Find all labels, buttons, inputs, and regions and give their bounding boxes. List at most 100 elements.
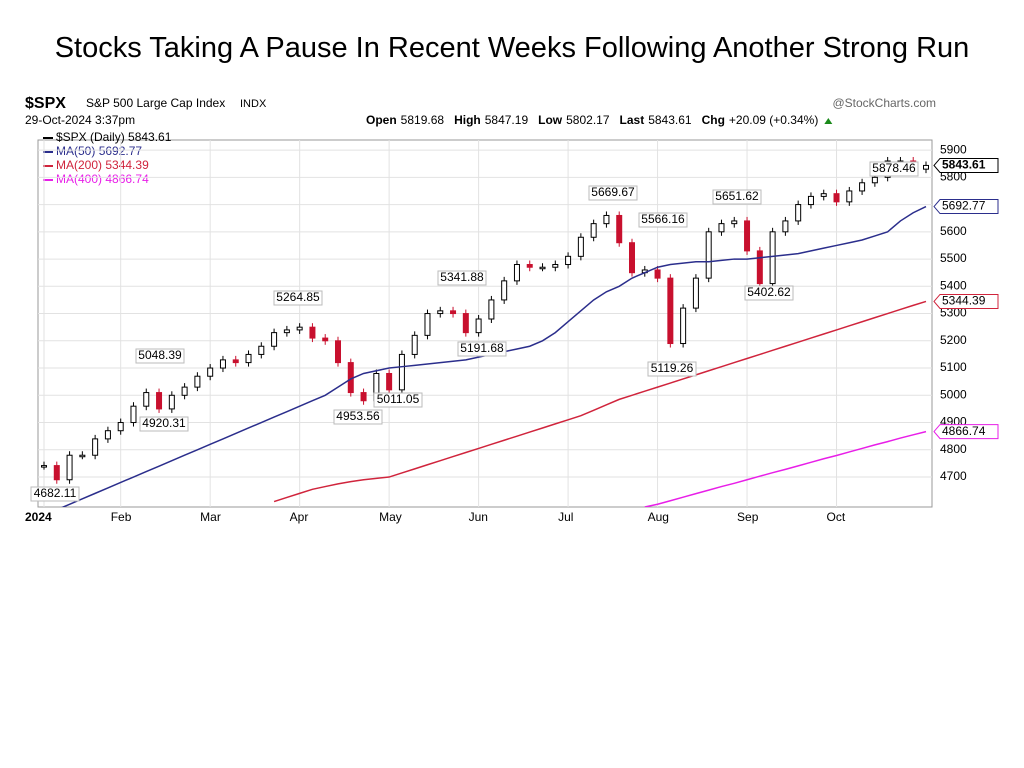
value-tag-text: 5344.39 (942, 294, 986, 308)
exchange: INDX (240, 98, 267, 110)
candle (577, 236, 584, 257)
value-tag (933, 199, 999, 215)
legend-entry: MA(400) 4866.74 (56, 172, 149, 186)
annotation-box (869, 161, 919, 177)
annotation: 5048.39 (138, 348, 182, 362)
candle (513, 264, 520, 282)
x-tick-label: Jun (469, 510, 488, 524)
y-tick-label: 5200 (940, 333, 967, 347)
candle (245, 353, 252, 364)
x-tick-label: 2024 (25, 510, 52, 524)
candle (181, 386, 188, 396)
y-tick-label: 4700 (940, 469, 967, 483)
candle (923, 164, 929, 170)
candle (271, 332, 278, 347)
candle (526, 264, 533, 268)
candle (219, 359, 226, 369)
legend-name: MA(400) (56, 172, 102, 186)
candle (168, 394, 175, 410)
candle (846, 190, 853, 203)
legend-name: $SPX (Daily) (56, 130, 125, 144)
legend-entry: MA(50) 5692.77 (56, 144, 142, 158)
annotation-box (30, 486, 80, 502)
candle (820, 193, 827, 197)
annotation-box (744, 285, 794, 301)
y-tick-label: 5300 (940, 306, 967, 320)
quote-value: +20.09 (+0.34%) (729, 113, 818, 127)
annotation: 5341.88 (440, 270, 484, 284)
candle (424, 313, 431, 336)
candle (117, 422, 124, 432)
x-tick-label: Jul (558, 510, 573, 524)
quote-label: Chg (702, 113, 725, 127)
annotation: 5566.16 (641, 212, 685, 226)
x-tick-label: Sep (737, 510, 759, 524)
annotation-box (333, 409, 383, 425)
annotation: 5011.05 (377, 392, 420, 406)
candle (603, 214, 610, 225)
candle (488, 299, 495, 320)
value-tag-text: 5843.61 (942, 158, 986, 172)
candle (590, 223, 597, 238)
annotation: 5402.62 (747, 285, 791, 299)
annotation-box (437, 270, 487, 286)
y-tick-label: 5000 (940, 387, 967, 401)
candle (731, 220, 738, 225)
y-tick-label: 5500 (940, 251, 967, 265)
value-tag (933, 293, 999, 309)
candle (386, 372, 393, 391)
symbol: $SPX (25, 95, 66, 112)
annotation: 4682.11 (34, 486, 77, 500)
candle (475, 318, 482, 334)
value-tag-text: 4866.74 (942, 424, 986, 438)
candle (871, 176, 878, 184)
annotation: 4953.56 (336, 409, 380, 423)
candle (411, 334, 418, 355)
candle (194, 375, 201, 388)
index-name: S&P 500 Large Cap Index (86, 96, 225, 110)
quote-value: 5802.17 (566, 113, 610, 127)
candle (92, 438, 99, 456)
candle (705, 231, 712, 279)
candle (66, 454, 73, 481)
x-tick-label: Mar (200, 510, 221, 524)
candle (258, 345, 265, 355)
legend-value: 5843.61 (128, 130, 172, 144)
quote-label: Last (620, 113, 645, 127)
annotation-box (712, 189, 762, 205)
candle (552, 264, 559, 268)
candle (833, 193, 840, 203)
plot-frame (37, 139, 933, 508)
candle (756, 250, 763, 285)
x-tick-label: May (379, 510, 402, 524)
legend-value: 4866.74 (105, 172, 149, 186)
candle (143, 392, 150, 407)
quote-value: 5843.61 (648, 113, 692, 127)
candle (79, 454, 86, 458)
candle (398, 353, 405, 391)
quote-label: High (454, 113, 481, 127)
candle (130, 405, 137, 424)
y-tick-label: 4800 (940, 442, 967, 456)
annotation-box (647, 361, 697, 377)
annotation-box (373, 392, 423, 408)
candle (807, 195, 814, 206)
candle (232, 359, 239, 364)
ma-line (273, 300, 927, 503)
timestamp: 29-Oct-2024 3:37pm (25, 113, 135, 127)
annotation: 5651.62 (715, 189, 759, 203)
value-tag (933, 424, 999, 440)
y-tick-label: 5400 (940, 278, 967, 292)
value-tag (933, 157, 999, 173)
candle (322, 337, 329, 342)
candle (450, 310, 457, 315)
quote-value: 5847.19 (485, 113, 529, 127)
legend-value: 5344.39 (105, 158, 149, 172)
annotation: 5119.26 (651, 361, 694, 375)
annotation-box (273, 290, 323, 306)
legend-entry: $SPX (Daily) 5843.61 (56, 130, 172, 144)
candle (667, 277, 674, 345)
y-tick-label: 5600 (940, 224, 967, 238)
